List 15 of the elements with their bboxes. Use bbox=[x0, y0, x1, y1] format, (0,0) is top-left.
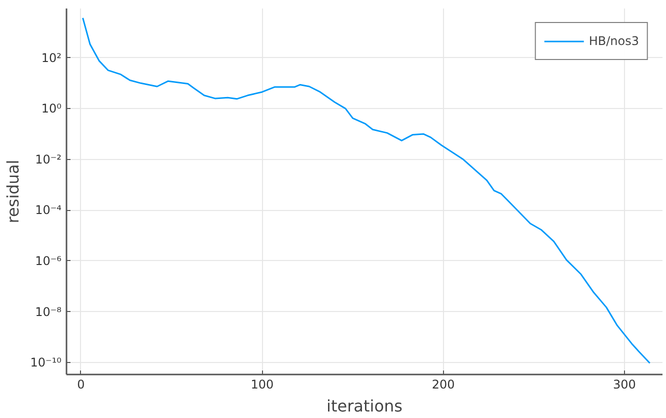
x-tick-label: 200 bbox=[432, 378, 455, 392]
x-tick-label: 300 bbox=[613, 378, 636, 392]
x-axis-title: iterations bbox=[326, 396, 402, 416]
y-tick-label: 10² bbox=[41, 50, 62, 65]
y-tick-label: 10⁻¹⁰ bbox=[30, 356, 62, 370]
y-tick-label: 10⁻⁴ bbox=[35, 203, 62, 218]
line-series bbox=[82, 17, 651, 364]
y-tick-label: 10⁻² bbox=[35, 152, 62, 166]
y-tick-label: 10⁻⁶ bbox=[35, 254, 62, 268]
y-axis-title: residual bbox=[3, 160, 22, 224]
x-tick-label: 0 bbox=[77, 378, 85, 392]
x-tick-label: 100 bbox=[250, 378, 274, 392]
y-tick-label: 10⁰ bbox=[41, 102, 62, 116]
y-tick-label: 10⁻⁸ bbox=[35, 304, 62, 319]
legend-label: HB/nos3 bbox=[588, 34, 639, 48]
